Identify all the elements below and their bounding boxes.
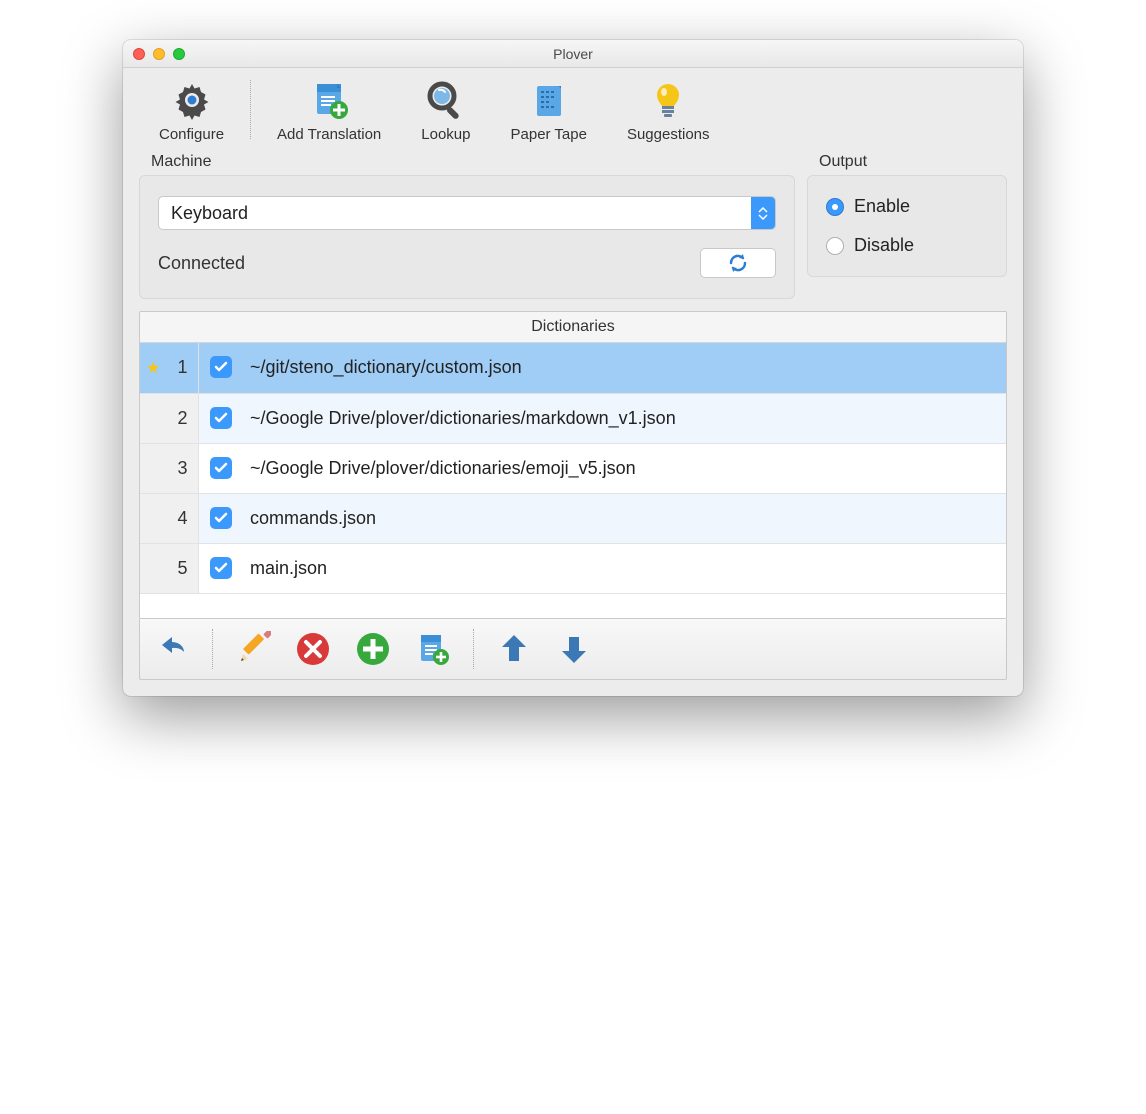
row-number: 4 xyxy=(140,493,198,543)
table-row[interactable]: 2 ~/Google Drive/plover/dictionaries/mark… xyxy=(140,393,1006,443)
lookup-button[interactable]: Lookup xyxy=(401,76,490,143)
delete-button[interactable] xyxy=(293,629,333,669)
dictionary-path: commands.json xyxy=(244,493,1006,543)
magnifier-icon xyxy=(422,76,470,124)
undo-icon xyxy=(154,631,190,667)
row-checkbox-cell[interactable] xyxy=(198,543,244,593)
toolbar-label: Suggestions xyxy=(627,126,710,143)
move-down-button[interactable] xyxy=(554,629,594,669)
star-icon: ★ xyxy=(146,358,160,378)
pencil-icon xyxy=(235,631,271,667)
refresh-icon xyxy=(727,252,749,274)
checkbox-icon xyxy=(210,507,232,529)
output-disable-radio[interactable]: Disable xyxy=(826,235,988,256)
toolbar-separator xyxy=(212,629,213,669)
suggestions-button[interactable]: Suggestions xyxy=(607,76,730,143)
radio-label: Enable xyxy=(854,196,910,217)
toolbar-separator xyxy=(473,629,474,669)
move-up-button[interactable] xyxy=(494,629,534,669)
doc-plus-icon xyxy=(415,631,451,667)
connection-status: Connected xyxy=(158,253,245,274)
toolbar-label: Add Translation xyxy=(277,126,381,143)
doc-plus-icon xyxy=(305,76,353,124)
status-panels: Machine Keyboard Connected xyxy=(123,153,1023,311)
checkbox-icon xyxy=(210,407,232,429)
dictionaries-header: Dictionaries xyxy=(140,312,1006,343)
row-checkbox-cell[interactable] xyxy=(198,343,244,393)
maximize-button[interactable] xyxy=(173,48,185,60)
toolbar-label: Paper Tape xyxy=(511,126,587,143)
titlebar: Plover xyxy=(123,40,1023,68)
paper-tape-icon xyxy=(525,76,573,124)
lightbulb-icon xyxy=(644,76,692,124)
dictionaries-section: Dictionaries ★1 ~/git/steno_dictionary/cu… xyxy=(139,311,1007,619)
arrow-down-icon xyxy=(556,631,592,667)
edit-button[interactable] xyxy=(233,629,273,669)
toolbar-separator xyxy=(250,80,251,139)
add-translation-button[interactable]: Add Translation xyxy=(257,76,401,143)
app-window: Plover Configure xyxy=(123,40,1023,696)
output-enable-radio[interactable]: Enable xyxy=(826,196,988,217)
dictionary-toolbar xyxy=(139,619,1007,680)
radio-label: Disable xyxy=(854,235,914,256)
main-toolbar: Configure Add Translation xyxy=(123,68,1023,153)
toolbar-label: Configure xyxy=(159,126,224,143)
toolbar-label: Lookup xyxy=(421,126,470,143)
table-row[interactable]: 3 ~/Google Drive/plover/dictionaries/emoj… xyxy=(140,443,1006,493)
checkbox-icon xyxy=(210,356,232,378)
table-empty-row xyxy=(140,594,1006,618)
undo-button[interactable] xyxy=(152,629,192,669)
table-row[interactable]: ★1 ~/git/steno_dictionary/custom.json xyxy=(140,343,1006,393)
radio-icon xyxy=(826,198,844,216)
machine-select[interactable]: Keyboard xyxy=(158,196,776,230)
output-panel: Output Enable Disable xyxy=(807,153,1007,299)
row-checkbox-cell[interactable] xyxy=(198,393,244,443)
row-checkbox-cell[interactable] xyxy=(198,443,244,493)
row-number: ★1 xyxy=(140,343,198,393)
add-button[interactable] xyxy=(353,629,393,669)
row-number: 2 xyxy=(140,393,198,443)
add-dictionary-button[interactable] xyxy=(413,629,453,669)
gear-icon xyxy=(168,76,216,124)
close-button[interactable] xyxy=(133,48,145,60)
minimize-button[interactable] xyxy=(153,48,165,60)
row-number: 3 xyxy=(140,443,198,493)
table-row[interactable]: 4 commands.json xyxy=(140,493,1006,543)
machine-label: Machine xyxy=(139,153,795,175)
checkbox-icon xyxy=(210,457,232,479)
window-title: Plover xyxy=(123,46,1023,62)
dictionary-path: main.json xyxy=(244,543,1006,593)
table-row[interactable]: 5 main.json xyxy=(140,543,1006,593)
checkbox-icon xyxy=(210,557,232,579)
refresh-button[interactable] xyxy=(700,248,776,278)
machine-select-value: Keyboard xyxy=(159,203,751,224)
output-radio-group: Enable Disable xyxy=(826,196,988,256)
machine-panel: Machine Keyboard Connected xyxy=(139,153,795,299)
plus-icon xyxy=(355,631,391,667)
output-label: Output xyxy=(807,153,1007,175)
dictionary-path: ~/Google Drive/plover/dictionaries/emoji… xyxy=(244,443,1006,493)
traffic-lights xyxy=(123,48,185,60)
radio-icon xyxy=(826,237,844,255)
arrow-up-icon xyxy=(496,631,532,667)
dictionary-path: ~/Google Drive/plover/dictionaries/markd… xyxy=(244,393,1006,443)
row-number: 5 xyxy=(140,543,198,593)
dictionary-path: ~/git/steno_dictionary/custom.json xyxy=(244,343,1006,393)
select-arrows-icon xyxy=(751,197,775,229)
row-checkbox-cell[interactable] xyxy=(198,493,244,543)
delete-icon xyxy=(295,631,331,667)
paper-tape-button[interactable]: Paper Tape xyxy=(491,76,607,143)
dictionaries-table: ★1 ~/git/steno_dictionary/custom.json 2 ~/G… xyxy=(140,343,1006,594)
configure-button[interactable]: Configure xyxy=(139,76,244,143)
